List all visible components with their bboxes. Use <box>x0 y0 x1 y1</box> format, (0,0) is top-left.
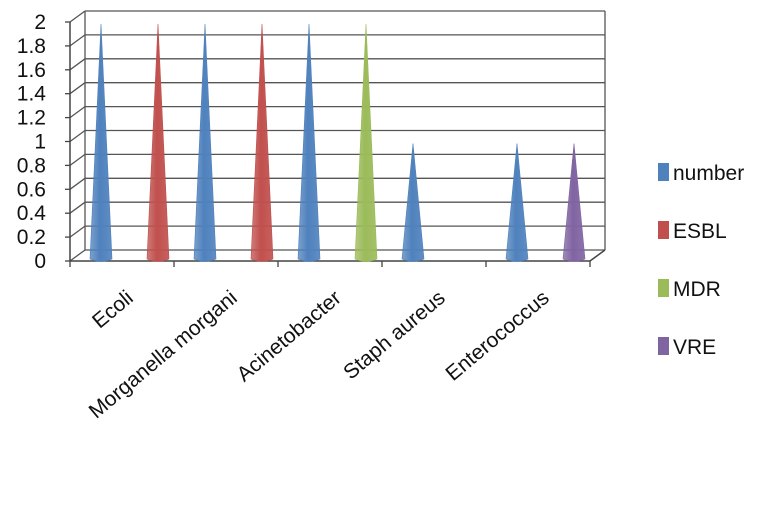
legend-swatch <box>658 163 669 181</box>
y-tick-labels: 00.20.40.60.811.21.41.61.82 <box>17 11 47 273</box>
y-tick-label: 0 <box>34 250 46 273</box>
x-category-label: Enterococcus <box>441 286 553 385</box>
legend-swatch <box>658 221 669 239</box>
x-category-label: Ecoli <box>88 286 138 333</box>
side-gridline <box>69 177 86 190</box>
cone-bar-number <box>89 23 113 262</box>
side-gridline <box>69 153 86 166</box>
plot-area <box>89 23 586 262</box>
cone-bar-esbl <box>146 23 170 262</box>
legend-label: ESBL <box>673 220 727 243</box>
side-gridline <box>69 129 86 143</box>
y-tick-label: 1.4 <box>17 83 47 106</box>
side-gridline <box>69 249 86 262</box>
y-tick-label: 1 <box>34 131 46 154</box>
legend-label: number <box>673 162 744 185</box>
y-tick-label: 0.6 <box>17 178 46 201</box>
side-gridline <box>69 58 86 71</box>
x-category-label: Acinetobacter <box>233 286 346 386</box>
side-gridline <box>69 225 86 238</box>
side-gridline <box>69 201 86 214</box>
y-tick-label: 1.2 <box>17 107 46 130</box>
floor-right-edge <box>589 249 606 262</box>
cone-bar-number <box>297 23 321 262</box>
y-tick-label: 0.4 <box>17 202 47 225</box>
legend-swatch <box>658 337 669 355</box>
cone-bar-number <box>505 143 529 262</box>
side-gridline <box>69 82 86 95</box>
cone-bar-esbl <box>250 23 274 262</box>
y-tick-label: 1.6 <box>17 59 46 82</box>
legend-swatch <box>658 279 669 297</box>
cone-bar-vre <box>562 143 586 262</box>
legend: number ESBL MDR VRE <box>658 162 744 359</box>
gridlines <box>69 10 606 262</box>
side-gridline <box>69 106 86 119</box>
y-tick-label: 0.8 <box>17 154 46 177</box>
cone-bar-number <box>401 143 425 262</box>
x-category-label: Staph aureus <box>339 286 449 384</box>
y-tick-label: 1.8 <box>17 35 46 58</box>
legend-label: VRE <box>673 336 716 359</box>
cone-bar-number <box>193 23 217 262</box>
y-tick-label: 2 <box>34 11 46 34</box>
side-gridline <box>69 34 86 47</box>
y-tick-label: 0.2 <box>17 226 46 249</box>
cone-bar-mdr <box>354 23 378 262</box>
side-gridline <box>69 10 86 23</box>
legend-label: MDR <box>673 278 721 301</box>
